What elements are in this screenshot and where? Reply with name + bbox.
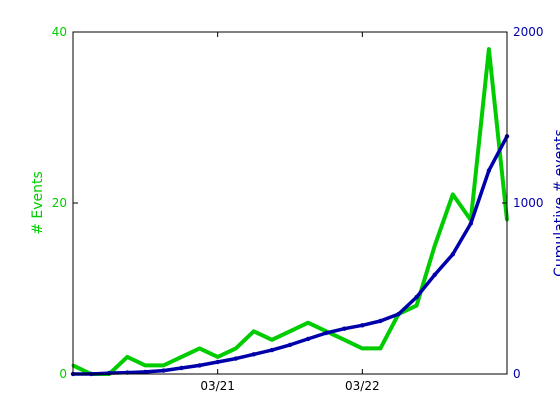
left-axis-label: # Events bbox=[30, 171, 46, 235]
cumulative-point bbox=[107, 370, 112, 376]
right-tick-label: 2000 bbox=[513, 25, 544, 39]
cumulative-point bbox=[233, 356, 238, 361]
events-point bbox=[487, 47, 491, 51]
x-axis: 03/21 03/22 bbox=[200, 32, 380, 393]
right-axis-label: Cumulative # events bbox=[552, 129, 560, 277]
x-tick-label: 03/22 bbox=[345, 379, 380, 393]
cumulative-point bbox=[305, 336, 311, 342]
left-axis: 0 20 40 bbox=[52, 25, 78, 381]
events-point bbox=[125, 355, 129, 359]
cumulative-point bbox=[468, 221, 473, 226]
cumulative-point bbox=[143, 369, 148, 375]
events-point bbox=[270, 338, 274, 342]
cumulative-point bbox=[360, 323, 365, 328]
events-point bbox=[180, 355, 183, 359]
cumulative-point bbox=[161, 368, 166, 373]
cumulative-point bbox=[179, 365, 184, 371]
events-point bbox=[198, 346, 202, 350]
events-point bbox=[342, 338, 346, 342]
cumulative-point bbox=[396, 311, 401, 317]
cumulative-point bbox=[269, 347, 275, 353]
cumulative-point bbox=[287, 342, 293, 348]
cumulative-series bbox=[70, 134, 510, 377]
cumulative-point bbox=[486, 168, 492, 173]
cumulative-point bbox=[450, 252, 455, 257]
events-point bbox=[288, 329, 292, 333]
events-point bbox=[161, 363, 165, 367]
left-tick-label: 20 bbox=[52, 196, 67, 210]
events-point bbox=[216, 355, 220, 359]
events-point bbox=[378, 346, 382, 350]
x-tick-label: 03/21 bbox=[200, 379, 235, 393]
cumulative-point bbox=[197, 363, 202, 368]
cumulative-point bbox=[251, 352, 256, 357]
cumulative-point bbox=[414, 294, 419, 300]
events-point bbox=[234, 346, 238, 350]
events-point bbox=[143, 363, 147, 367]
events-point bbox=[360, 346, 364, 350]
left-tick-label: 0 bbox=[59, 367, 67, 381]
right-axis: 0 1000 2000 bbox=[502, 25, 544, 381]
events-point bbox=[415, 304, 419, 308]
events-point bbox=[252, 329, 256, 333]
cumulative-point bbox=[342, 326, 347, 331]
right-tick-label: 0 bbox=[513, 367, 521, 381]
cumulative-point bbox=[324, 330, 329, 336]
events-point bbox=[306, 321, 310, 325]
cumulative-point bbox=[378, 318, 383, 324]
events-point bbox=[433, 244, 437, 248]
cumulative-point bbox=[432, 272, 437, 277]
right-tick-label: 1000 bbox=[513, 196, 544, 210]
cumulative-point bbox=[215, 359, 220, 365]
plot-area bbox=[73, 32, 507, 374]
events-point bbox=[451, 192, 455, 196]
left-tick-label: 40 bbox=[52, 25, 67, 39]
